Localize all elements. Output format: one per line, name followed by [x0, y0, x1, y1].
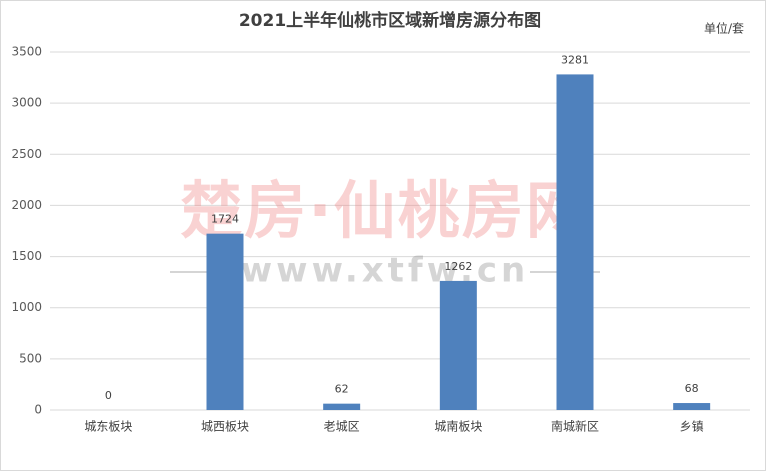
x-tick-label: 城西板块 [201, 420, 249, 434]
bar [556, 74, 594, 410]
y-tick-label: 1000 [11, 300, 42, 314]
bar [206, 233, 244, 410]
y-tick-label: 3000 [11, 96, 42, 110]
chart-title: 2021上半年仙桃市区域新增房源分布图 [239, 10, 541, 31]
y-tick-label: 0 [34, 403, 42, 417]
bar [439, 280, 477, 410]
x-tick-label: 老城区 [324, 420, 360, 434]
y-tick-label: 2500 [11, 147, 42, 161]
data-label: 62 [335, 383, 349, 396]
y-tick-label: 1500 [11, 249, 42, 263]
bar [323, 403, 361, 410]
data-label: 3281 [561, 53, 589, 66]
x-tick-label: 南城新区 [551, 419, 599, 434]
bar [673, 403, 711, 410]
data-label: 68 [685, 382, 699, 395]
y-tick-label: 2000 [11, 198, 42, 212]
y-tick-label: 500 [19, 351, 42, 365]
data-label: 1262 [444, 260, 472, 273]
data-label: 1724 [211, 213, 239, 226]
x-tick-label: 乡镇 [680, 420, 704, 434]
x-tick-label: 城东板块 [84, 420, 132, 434]
watermark: 楚房·仙桃房网 www.xtfw.cn [170, 174, 600, 291]
watermark-url: www.xtfw.cn [241, 251, 529, 291]
y-tick-label: 3500 [11, 45, 42, 59]
unit-label: 单位/套 [704, 21, 744, 36]
watermark-text: 楚房·仙桃房网 [180, 174, 590, 247]
x-tick-label: 城南板块 [434, 419, 482, 434]
data-label: 0 [105, 389, 112, 402]
